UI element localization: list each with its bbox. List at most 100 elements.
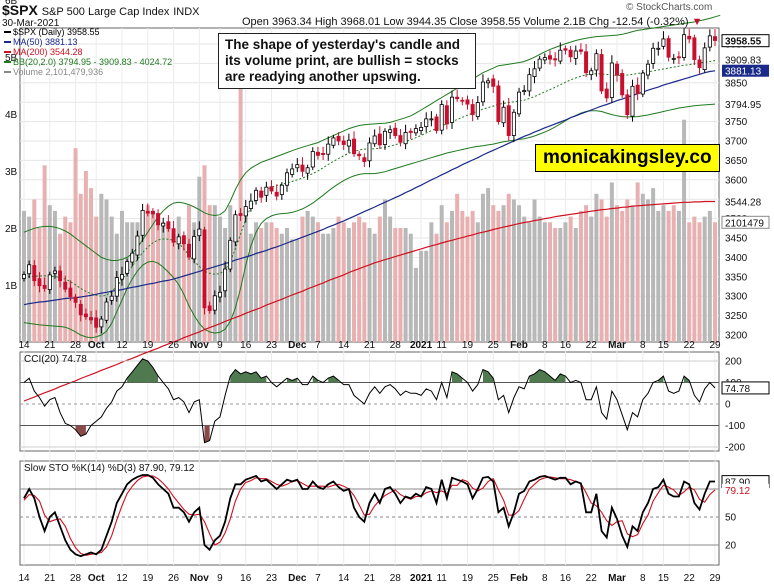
volume-bar <box>135 222 140 342</box>
candle-body <box>125 261 130 274</box>
volume-bar <box>125 222 130 342</box>
volume-bar <box>336 216 341 342</box>
volume-value: 2.1B <box>563 16 586 28</box>
volume-bar <box>475 222 480 342</box>
volume-bar <box>434 233 439 342</box>
volume-label: Volume <box>523 16 561 28</box>
volume-bar <box>300 216 305 342</box>
candle-body <box>63 281 68 290</box>
x-tick-label-bottom: 8 <box>542 573 548 584</box>
price-tick-label: 3600 <box>725 175 748 186</box>
volume-bar <box>666 210 671 342</box>
candle-body <box>207 305 212 311</box>
candle-body <box>130 252 135 263</box>
volume-bar <box>527 222 532 342</box>
volume-bar <box>578 210 583 342</box>
candle-body <box>166 221 171 230</box>
candle-body <box>331 137 336 146</box>
volume-tick-label: 3B <box>5 167 18 178</box>
volume-badge-box <box>721 215 770 229</box>
candle-body <box>609 62 614 98</box>
legend-entry: Volume 2,101,479,936 <box>13 67 103 77</box>
candle-body <box>284 172 289 186</box>
candle-body <box>21 274 26 279</box>
candle-body <box>625 94 630 116</box>
candle-body <box>78 303 83 316</box>
volume-bar <box>403 228 408 342</box>
volume-bar <box>377 216 382 342</box>
volume-bar <box>259 228 264 342</box>
volume-bar <box>517 205 522 342</box>
candle-body <box>687 35 692 40</box>
candle-body <box>341 140 346 145</box>
legend-entry: MA(50) 3881.13 <box>13 37 78 47</box>
price-badge-box <box>722 64 769 77</box>
candle-body <box>682 34 687 58</box>
x-tick-label-top: 11 <box>436 340 447 351</box>
x-tick-label-top: 19 <box>142 340 154 351</box>
candle-body <box>238 213 243 216</box>
volume-bar <box>228 205 233 342</box>
volume-bar <box>109 216 114 342</box>
candle-body <box>269 186 274 192</box>
candle-body <box>702 47 707 71</box>
legend-entry: $SPX (Daily) 3958.55 <box>13 27 100 37</box>
candle-body <box>615 63 620 76</box>
candle-body <box>630 85 635 117</box>
x-tick-label-bottom: 11 <box>436 573 447 584</box>
candle-body <box>460 99 465 102</box>
sto-tick-label: 50 <box>725 513 737 524</box>
sto-badge: 79.12 <box>725 486 750 497</box>
price-badge: 3909.83 <box>725 56 762 67</box>
volume-tick-label: 1B <box>5 281 18 292</box>
x-tick-label-bottom: 23 <box>266 573 278 584</box>
price-tick-label: 3200 <box>725 331 748 342</box>
x-tick-label-bottom: 28 <box>70 573 82 584</box>
candle-body <box>150 210 155 215</box>
x-tick-label-top: 14 <box>18 340 30 351</box>
volume-bar <box>702 216 707 342</box>
volume-bar <box>367 228 372 342</box>
candle-body <box>465 99 470 105</box>
candle-body <box>547 55 552 60</box>
candle-body <box>114 277 119 297</box>
candle-body <box>83 313 88 318</box>
candle-body <box>604 88 609 99</box>
volume-bar <box>697 222 702 342</box>
cci-tick-label: -200 <box>725 443 745 454</box>
x-tick-label-top: 28 <box>390 340 402 351</box>
candle-body <box>413 128 418 134</box>
price-tick-label: 3650 <box>725 156 748 167</box>
x-tick-label-top: 25 <box>488 340 500 351</box>
volume-bar <box>429 222 434 342</box>
candle-body <box>279 184 284 195</box>
volume-bar <box>594 193 599 342</box>
x-tick-label-bottom: 7 <box>315 573 321 584</box>
candle-body <box>692 37 697 60</box>
volume-bar <box>408 233 413 342</box>
volume-bar <box>341 222 346 342</box>
volume-bar <box>609 182 614 342</box>
volume-bar <box>419 250 424 342</box>
x-tick-label-top: 2021 <box>410 340 433 351</box>
candle-body <box>104 301 109 321</box>
x-tick-label-top: 22 <box>586 340 598 351</box>
candle-body <box>450 96 455 123</box>
volume-bar <box>150 210 155 342</box>
low-value: 3944.35 <box>406 16 447 28</box>
volume-bar <box>496 210 501 342</box>
chg-label: Chg <box>588 16 610 28</box>
volume-bar <box>491 205 496 342</box>
sto-k-line <box>23 474 715 558</box>
x-tick-label-bottom: 2021 <box>410 573 433 584</box>
candle-body <box>501 106 506 124</box>
watermark: © StockCharts.com <box>626 2 713 13</box>
candle-body <box>315 151 320 156</box>
cci-label: CCI(20) 74.78 <box>24 354 87 365</box>
candle-body <box>362 157 367 162</box>
candle-body <box>578 49 583 52</box>
candle-body <box>119 274 124 280</box>
candle-body <box>42 284 47 289</box>
candle-body <box>671 57 676 60</box>
candle-body <box>135 235 140 256</box>
